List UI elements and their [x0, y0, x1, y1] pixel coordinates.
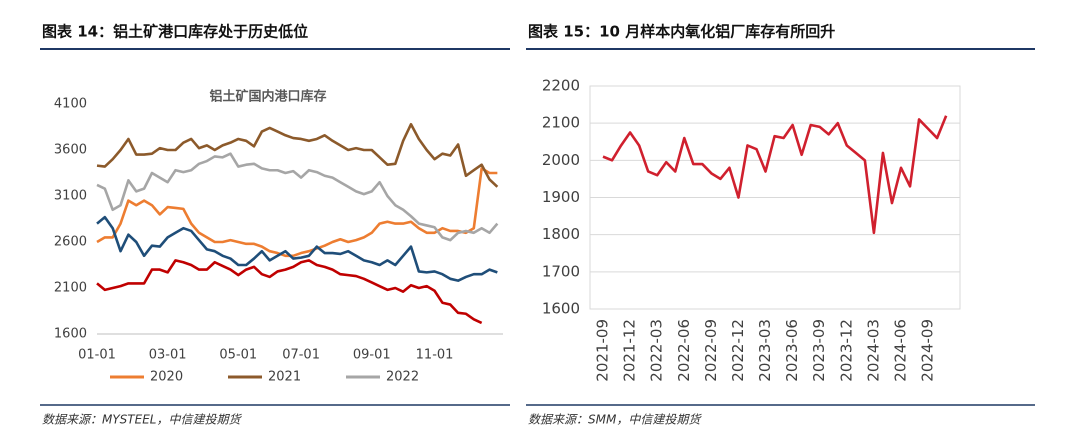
legend-label: 2022: [386, 370, 419, 385]
x-tick-label: 2022-06: [675, 319, 693, 382]
x-tick-label: 01-01: [78, 348, 116, 363]
y-tick-label: 1800: [542, 225, 580, 243]
y-tick-label: 1900: [542, 188, 580, 206]
x-tick-label: 2022-12: [729, 319, 747, 382]
series-line: [96, 152, 499, 242]
x-tick-label: 09-01: [353, 348, 391, 363]
y-tick-label: 2100: [54, 281, 87, 296]
x-tick-label: 2023-06: [783, 319, 801, 382]
x-tick-label: 2024-06: [891, 319, 909, 382]
y-tick-label: 2000: [542, 151, 580, 169]
legend-label: 2021: [268, 370, 301, 385]
x-tick-label: 2022-09: [702, 319, 720, 382]
series-line: [96, 215, 498, 282]
series-line: [96, 167, 498, 258]
y-tick-label: 1700: [542, 262, 580, 280]
y-tick-label: 4100: [54, 97, 87, 112]
series-line: [602, 115, 948, 235]
x-tick-label: 2023-03: [756, 319, 774, 382]
series-line: [96, 259, 483, 325]
x-tick-label: 07-01: [282, 348, 320, 363]
y-tick-label: 3100: [54, 189, 87, 204]
x-tick-label: 05-01: [219, 348, 257, 363]
y-tick-label: 1600: [54, 327, 87, 342]
source-note: 数据来源：SMM，中信建投期货: [528, 413, 702, 427]
x-tick-label: 2022-03: [648, 319, 666, 382]
x-tick-label: 2023-09: [810, 319, 828, 382]
y-tick-label: 3600: [54, 143, 87, 158]
x-tick-label: 2021-12: [621, 319, 639, 382]
series-line: [96, 122, 499, 188]
x-tick-label: 2024-09: [919, 319, 937, 382]
chart-title: 铝土矿国内港口库存: [209, 89, 326, 105]
x-tick-label: 2024-03: [864, 319, 882, 382]
x-tick-label: 2023-12: [837, 319, 855, 382]
legend-label: 2020: [150, 370, 183, 385]
y-tick-label: 2100: [542, 114, 580, 132]
figure-heading: 图表 15：10 月样本内氧化铝厂库存有所回升: [528, 23, 835, 41]
x-tick-label: 2021-09: [594, 319, 612, 382]
figure-heading: 图表 14：铝土矿港口库存处于历史低位: [42, 23, 308, 41]
x-tick-label: 11-01: [416, 348, 454, 363]
source-note: 数据来源：MYSTEEL，中信建投期货: [42, 413, 242, 427]
y-tick-label: 1600: [542, 300, 580, 318]
y-tick-label: 2200: [542, 77, 580, 95]
y-tick-label: 2600: [54, 235, 87, 250]
x-tick-label: 03-01: [149, 348, 187, 363]
